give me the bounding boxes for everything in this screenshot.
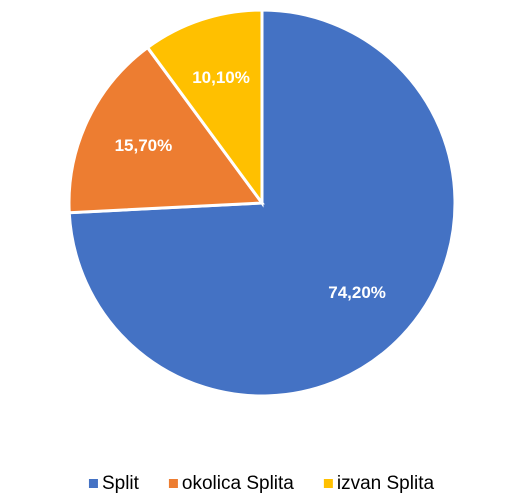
data-label: 10,10% [192, 68, 250, 87]
legend-swatch [168, 479, 178, 488]
data-label: 15,70% [115, 136, 173, 155]
legend-label: okolica Splita [182, 473, 294, 494]
legend-label: izvan Splita [337, 473, 435, 494]
data-label: 74,20% [328, 283, 386, 302]
legend-swatch [323, 479, 333, 488]
pie-slice [67, 45, 265, 215]
legend-label: Split [102, 473, 140, 494]
legend-swatch [88, 479, 98, 488]
pie-slice [145, 8, 264, 208]
